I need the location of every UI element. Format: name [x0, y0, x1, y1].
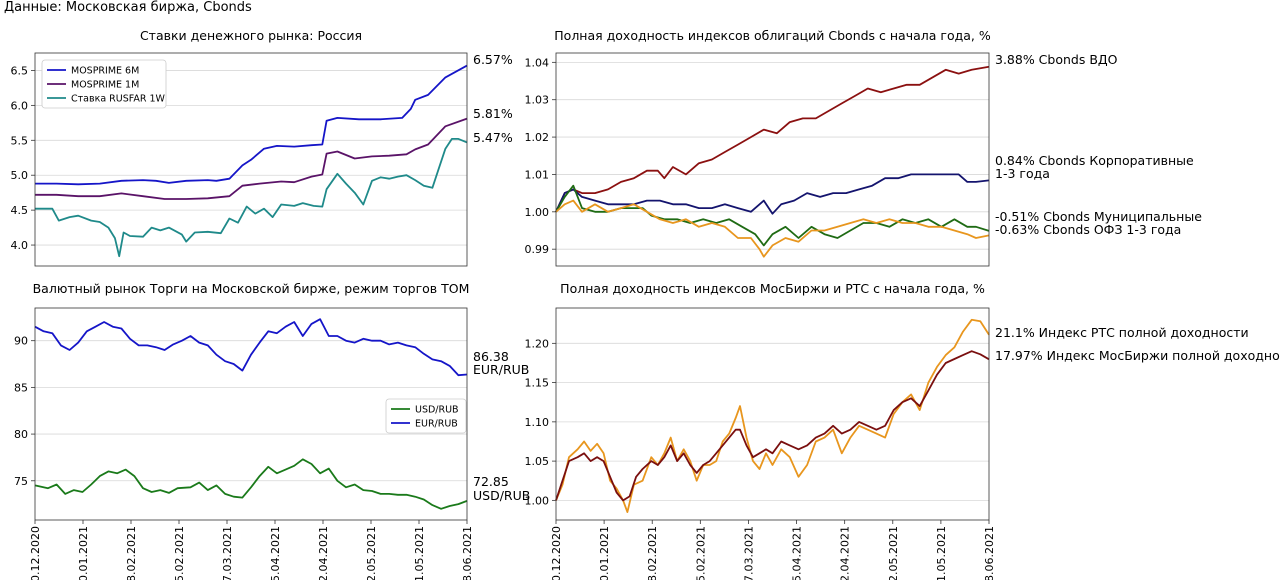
y-tick-label: 1.15 — [525, 377, 550, 390]
y-tick-label: 1.00 — [525, 494, 550, 507]
y-tick-label: 1.01 — [525, 168, 550, 181]
end-label: 6.57% — [473, 52, 513, 67]
y-tick-label: 1.10 — [525, 416, 550, 429]
y-tick-label: 1.00 — [525, 206, 550, 219]
end-label-line2: EUR/RUB — [473, 362, 529, 377]
series-line-0 — [34, 458, 468, 510]
x-tick-label: 30.12.2020 — [29, 526, 42, 580]
chart-title: Валютный рынок Торги на Московской бирже… — [33, 281, 470, 296]
y-tick-label: 1.02 — [525, 131, 550, 144]
series-line-1 — [555, 173, 990, 215]
series-line-1 — [34, 318, 468, 377]
y-tick-label: 1.03 — [525, 94, 550, 107]
source-label: Данные: Московская биржа, Cbonds — [4, 0, 252, 15]
x-tick-label: 20.01.2021 — [77, 526, 90, 580]
y-tick-label: 4.5 — [11, 204, 29, 217]
y-tick-label: 5.0 — [11, 169, 29, 182]
end-label: 21.1% Индекс РТС полной доходности — [995, 325, 1249, 340]
chart-title: Полная доходность индексов облигаций Cbo… — [554, 28, 991, 43]
legend-entry: Ставка RUSFAR 1W — [71, 94, 166, 105]
end-label: 0.84% Cbonds Корпоративные — [995, 153, 1194, 168]
x-tick-label: 05.04.2021 — [791, 526, 804, 580]
x-tick-label: 25.02.2021 — [173, 526, 186, 580]
y-tick-label: 75 — [14, 475, 28, 488]
end-label: 17.97% Индекс МосБиржи полной доходности — [995, 348, 1280, 363]
x-tick-label: 17.03.2021 — [742, 526, 755, 580]
y-tick-label: 5.5 — [11, 134, 29, 147]
x-tick-label: 18.06.2021 — [461, 526, 474, 580]
series-line-2 — [555, 184, 990, 247]
end-label: 86.38 — [473, 349, 509, 364]
x-tick-label: 22.04.2021 — [317, 526, 330, 580]
y-tick-label: 1.04 — [525, 56, 550, 69]
x-tick-label: 20.01.2021 — [598, 526, 611, 580]
x-tick-label: 22.04.2021 — [839, 526, 852, 580]
end-label: 5.81% — [473, 106, 513, 121]
legend-box — [385, 398, 467, 434]
plot-frame — [34, 307, 468, 521]
x-tick-label: 05.04.2021 — [269, 526, 282, 580]
x-tick-label: 18.06.2021 — [983, 526, 996, 580]
series-line-1 — [555, 350, 990, 502]
end-label: 3.88% Cbonds ВДО — [995, 52, 1118, 67]
end-label-line2: USD/RUB — [473, 488, 530, 503]
series-line-2 — [35, 138, 468, 258]
y-tick-label: 6.0 — [11, 99, 29, 112]
end-label-line2: 1-3 года — [995, 166, 1050, 181]
x-tick-label: 17.03.2021 — [221, 526, 234, 580]
series-line-0 — [555, 318, 990, 513]
y-tick-label: 80 — [14, 428, 28, 441]
end-label: 72.85 — [473, 474, 509, 489]
x-tick-label: 12.05.2021 — [365, 526, 378, 580]
y-tick-label: 6.5 — [11, 64, 29, 77]
plot-frame — [555, 52, 990, 267]
legend-entry: EUR/RUB — [415, 419, 458, 430]
x-tick-label: 30.12.2020 — [550, 526, 563, 580]
y-tick-label: 1.05 — [525, 455, 550, 468]
y-tick-label: 1.20 — [525, 337, 550, 350]
x-tick-label: 08.02.2021 — [646, 526, 659, 580]
legend-entry: MOSPRIME 6M — [71, 66, 139, 77]
series-line-0 — [555, 65, 990, 213]
x-tick-label: 31.05.2021 — [935, 526, 948, 580]
legend-box — [41, 59, 167, 109]
chart-title: Ставки денежного рынка: Россия — [140, 28, 362, 43]
x-tick-label: 31.05.2021 — [413, 526, 426, 580]
series-line-0 — [35, 64, 468, 186]
y-tick-label: 0.99 — [525, 243, 550, 256]
y-tick-label: 4.0 — [11, 239, 29, 252]
series-line-3 — [555, 199, 990, 258]
chart-title: Полная доходность индексов МосБиржи и РТ… — [560, 281, 985, 296]
legend-entry: MOSPRIME 1M — [71, 80, 139, 91]
x-tick-label: 08.02.2021 — [125, 526, 138, 580]
legend-entry: USD/RUB — [415, 405, 459, 416]
plot-frame — [555, 307, 990, 521]
end-label: -0.63% Cbonds ОФЗ 1-3 года — [995, 222, 1181, 237]
series-line-1 — [35, 117, 468, 200]
x-tick-label: 25.02.2021 — [694, 526, 707, 580]
plot-frame — [34, 52, 468, 267]
y-tick-label: 90 — [14, 335, 28, 348]
x-tick-label: 12.05.2021 — [887, 526, 900, 580]
end-label: 5.47% — [473, 130, 513, 145]
end-label: -0.51% Cbonds Муниципальные — [995, 209, 1202, 224]
y-tick-label: 85 — [14, 381, 28, 394]
